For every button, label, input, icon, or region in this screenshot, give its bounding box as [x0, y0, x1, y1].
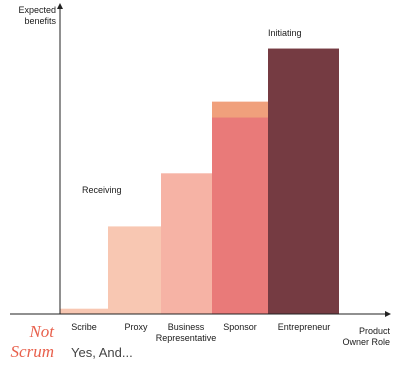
- bar-business-representative: [161, 173, 212, 314]
- category-label-sponsor: Sponsor: [212, 322, 268, 333]
- not-label: Not: [29, 322, 54, 341]
- bar-proxy: [108, 226, 161, 314]
- category-label-entrepreneur: Entrepreneur: [266, 322, 342, 333]
- y-axis-label-line1: Expected: [18, 5, 56, 15]
- bar-sponsor: [212, 117, 268, 315]
- category-label-line1: Scribe: [71, 322, 97, 332]
- category-label-scribe: Scribe: [60, 322, 108, 333]
- y-axis-label-line2: benefits: [24, 16, 56, 26]
- x-axis-label: Product Owner Role: [342, 326, 390, 348]
- category-label-line1: Entrepreneur: [277, 322, 331, 332]
- bar-scribe: [60, 308, 108, 314]
- category-label-line1: Proxy: [124, 322, 148, 332]
- scrum-label: Scrum: [10, 342, 54, 361]
- category-label-line1: Sponsor: [223, 322, 257, 332]
- receiving-annotation: Receiving: [82, 185, 122, 195]
- category-label-business-representative: Business Representative: [148, 322, 224, 344]
- y-axis-label: Expected benefits: [6, 5, 56, 27]
- category-label-proxy: Proxy: [110, 322, 162, 333]
- category-label-line1: Business: [167, 322, 205, 332]
- x-axis-label-line1: Product: [358, 326, 390, 336]
- category-label-line2: Representative: [155, 333, 217, 343]
- initiating-annotation: Initiating: [268, 28, 302, 38]
- yes-and-text: Yes, And...: [71, 345, 133, 360]
- x-axis-label-line2: Owner Role: [342, 337, 390, 347]
- bar-entrepreneur: [268, 48, 339, 314]
